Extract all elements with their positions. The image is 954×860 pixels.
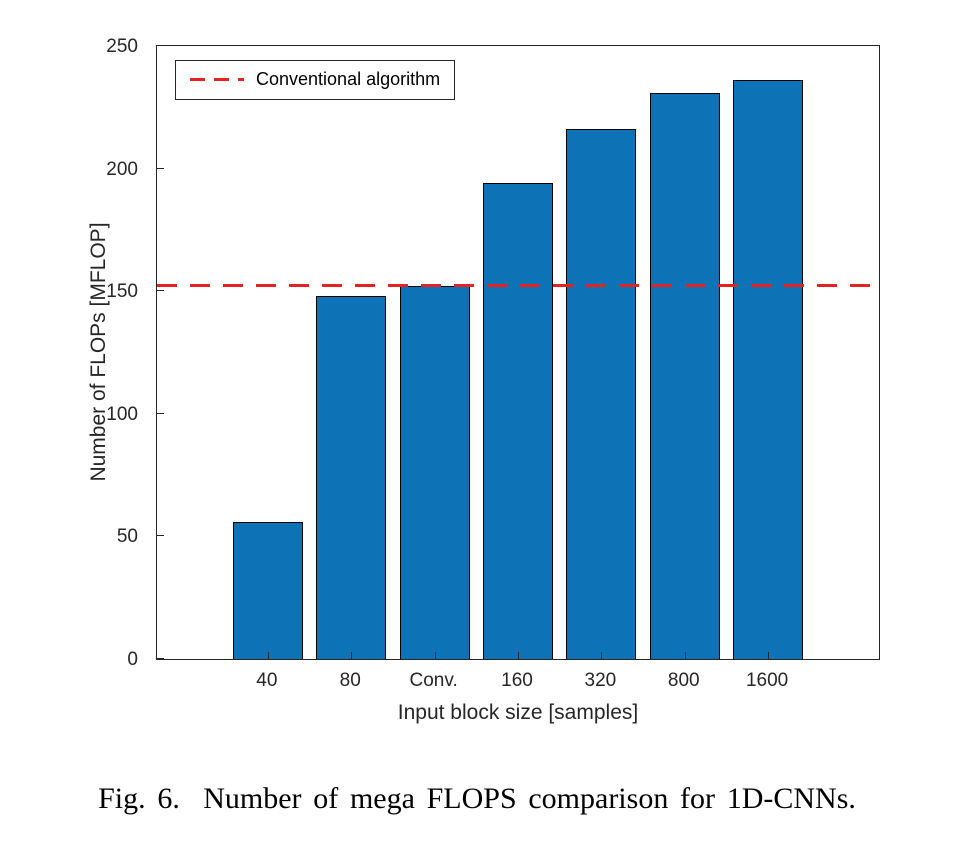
bar-80 xyxy=(316,296,387,659)
bar-800 xyxy=(649,92,720,659)
x-tick-mark xyxy=(267,652,269,659)
y-tick-100: 100 xyxy=(106,403,138,425)
plot-area: Conventional algorithm xyxy=(156,45,880,660)
x-axis-label: Input block size [samples] xyxy=(397,701,639,724)
y-tick-mark xyxy=(157,45,164,46)
legend: Conventional algorithm xyxy=(175,60,456,100)
x-tick-800: 800 xyxy=(667,670,700,691)
x-tick-mark xyxy=(434,652,436,659)
x-tick-1600: 1600 xyxy=(745,670,789,691)
y-tick-mark xyxy=(157,167,164,169)
x-tick-mark xyxy=(518,652,519,659)
y-tick-250: 250 xyxy=(106,36,138,57)
bar-320 xyxy=(566,129,637,659)
x-tick-40: 40 xyxy=(256,670,278,691)
y-axis-tick-labels: 0 50 100 150 200 250 xyxy=(90,36,148,670)
bar-Conv. xyxy=(399,286,470,659)
figure-caption: Fig. 6. Number of mega FLOPS comparison … xyxy=(98,782,856,815)
y-tick-200: 200 xyxy=(106,158,138,180)
x-tick-mark xyxy=(351,652,353,659)
x-axis-tick-labels: 40 80 Conv. 160 320 800 1600 xyxy=(156,663,880,693)
y-tick-mark xyxy=(157,658,164,659)
bar-40 xyxy=(232,521,303,659)
bar-160 xyxy=(482,183,553,659)
x-tick-mark xyxy=(601,652,603,659)
y-tick-50: 50 xyxy=(116,526,138,548)
x-tick-80: 80 xyxy=(339,670,361,691)
bar-1600 xyxy=(733,80,804,659)
y-tick-mark xyxy=(157,412,164,414)
conventional-algorithm-refline xyxy=(157,283,879,287)
x-tick-mark xyxy=(684,652,686,659)
y-tick-mark xyxy=(157,290,164,292)
x-tick-mark xyxy=(768,652,770,659)
dashed-line-legend-swatch xyxy=(190,78,244,82)
y-tick-mark xyxy=(157,535,164,537)
x-tick-Conv.: Conv. xyxy=(409,670,458,691)
y-tick-0: 0 xyxy=(127,649,138,670)
legend-label: Conventional algorithm xyxy=(256,69,441,89)
x-tick-160: 160 xyxy=(501,670,533,691)
y-tick-150: 150 xyxy=(106,281,138,303)
x-tick-320: 320 xyxy=(584,670,617,691)
